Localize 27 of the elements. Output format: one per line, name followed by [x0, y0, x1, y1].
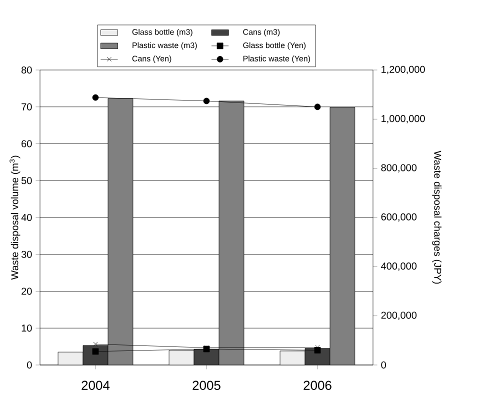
y2-tick-label: 200,000: [381, 312, 417, 320]
x-tick-label: 2004: [82, 380, 110, 390]
legend-label: Cans (Yen): [132, 56, 172, 64]
y2-tick-label: 1,200,000: [382, 66, 425, 74]
legend-label: Glass bottle (Yen): [243, 42, 306, 50]
x-tick-label: 2005: [192, 380, 220, 390]
y-axis-title: Waste disposal volume (m$^{3}$): [10, 156, 20, 280]
y-tick-label: 30: [21, 250, 32, 258]
y-tick-label: 0: [27, 361, 32, 369]
y-tick-label: 80: [22, 66, 32, 74]
legend-label: Plastic waste (m3): [132, 42, 197, 50]
y2-tick-label: 400,000: [381, 262, 417, 271]
y-tick-label: 10: [22, 324, 32, 332]
x-tick-label: 2006: [304, 380, 332, 390]
y2-tick-label: 600,000: [381, 213, 417, 222]
legend-label: Glass bottle (m3): [132, 28, 192, 36]
y2-tick-label: 800,000: [381, 164, 417, 172]
legend-label: Cans (m3): [243, 28, 280, 36]
y-tick-label: 40: [21, 214, 32, 222]
y2-tick-label: 0: [381, 361, 386, 369]
legend-label: Plastic waste (Yen): [243, 56, 310, 64]
y2-axis-title: Waste disposal charges (JPY): [432, 150, 442, 284]
y2-tick-label: 1,000,000: [382, 115, 425, 124]
y-tick-label: 60: [22, 140, 32, 148]
y-tick-label: 50: [21, 177, 32, 184]
y-tick-label: 20: [22, 288, 32, 295]
y-tick-label: 70: [22, 103, 32, 110]
